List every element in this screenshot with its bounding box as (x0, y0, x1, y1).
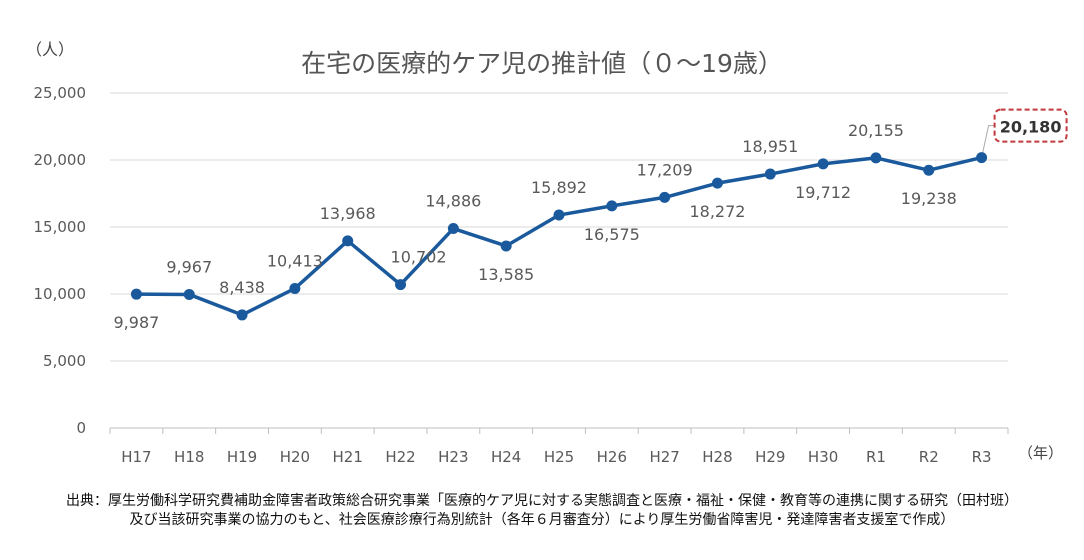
line-chart: 0 5,000 10,000 15,000 20,000 25,000 H17 H18 H19 H… (34, 84, 1068, 466)
y-tick-label: 25,000 (34, 84, 87, 102)
data-point (659, 191, 671, 203)
data-label: 17,209 (637, 160, 693, 179)
data-point (817, 158, 829, 170)
data-point (870, 152, 882, 164)
x-tick-label: H23 (438, 448, 468, 466)
data-label: 10,702 (391, 248, 447, 267)
y-tick-label: 15,000 (34, 218, 87, 236)
x-tick-label: H30 (808, 448, 838, 466)
data-label: 13,585 (478, 265, 534, 284)
x-tick-label: R1 (866, 448, 886, 466)
y-tick-label: 5,000 (43, 352, 86, 370)
data-label: 13,968 (320, 204, 376, 223)
data-point (711, 177, 723, 189)
chart-title: 在宅の医療的ケア児の推計値（０～19歳） (301, 49, 783, 78)
source-line-1: 出典：厚生労働科学研究費補助金障害者政策総合研究事業「医療的ケア児に対する実態調… (66, 493, 1018, 509)
data-label: 15,892 (531, 178, 587, 197)
x-tick-label: H28 (702, 448, 732, 466)
data-point (130, 288, 142, 300)
data-label: 10,413 (267, 251, 323, 270)
highlight-box (993, 108, 1068, 143)
data-label: 8,438 (219, 278, 265, 297)
x-tick-label: R3 (972, 448, 992, 466)
x-tick-label: H25 (544, 448, 574, 466)
data-label: 20,155 (848, 121, 904, 140)
x-axis-unit: （年） (1018, 444, 1064, 462)
data-point (976, 152, 988, 164)
data-point (606, 200, 618, 212)
data-label: 9,967 (166, 257, 212, 276)
x-tick-label: H22 (385, 448, 415, 466)
data-label: 20,180 (1000, 118, 1062, 137)
y-axis-unit: （人） (26, 40, 75, 59)
x-tick-label: H24 (491, 448, 521, 466)
x-tick-label: H17 (121, 448, 151, 466)
data-label: 18,272 (689, 202, 745, 221)
data-label: 19,712 (795, 183, 851, 202)
source-note: 出典：厚生労働科学研究費補助金障害者政策総合研究事業「医療的ケア児に対する実態調… (0, 492, 1084, 530)
data-point (395, 279, 407, 291)
y-tick-label: 0 (76, 419, 86, 437)
data-label: 9,987 (114, 313, 160, 332)
y-tick-label: 20,000 (34, 151, 87, 169)
data-label: 16,575 (584, 225, 640, 244)
x-tick-label: H21 (333, 448, 363, 466)
leader-line (981, 125, 996, 158)
data-point (923, 164, 935, 176)
data-point (553, 209, 565, 221)
x-tick-label: H20 (280, 448, 310, 466)
x-tick-label: H27 (649, 448, 679, 466)
data-label: 19,238 (901, 189, 957, 208)
data-point (342, 235, 354, 247)
data-point (236, 309, 248, 321)
x-tick-label: R2 (919, 448, 939, 466)
data-point (447, 223, 459, 235)
x-tick-label: H26 (597, 448, 627, 466)
source-line-2: 及び当該研究事業の協力のもと、社会医療診療行為別統計（各年６月審査分）により厚生… (129, 512, 955, 528)
x-tick-label: H18 (174, 448, 204, 466)
data-point (764, 168, 776, 180)
data-label: 14,886 (425, 192, 481, 211)
data-point (183, 288, 195, 300)
y-tick-label: 10,000 (34, 285, 87, 303)
data-label: 18,951 (742, 137, 798, 156)
data-point (289, 282, 301, 294)
data-point (500, 240, 512, 252)
x-tick-label: H29 (755, 448, 785, 466)
x-tick-label: H19 (227, 448, 257, 466)
